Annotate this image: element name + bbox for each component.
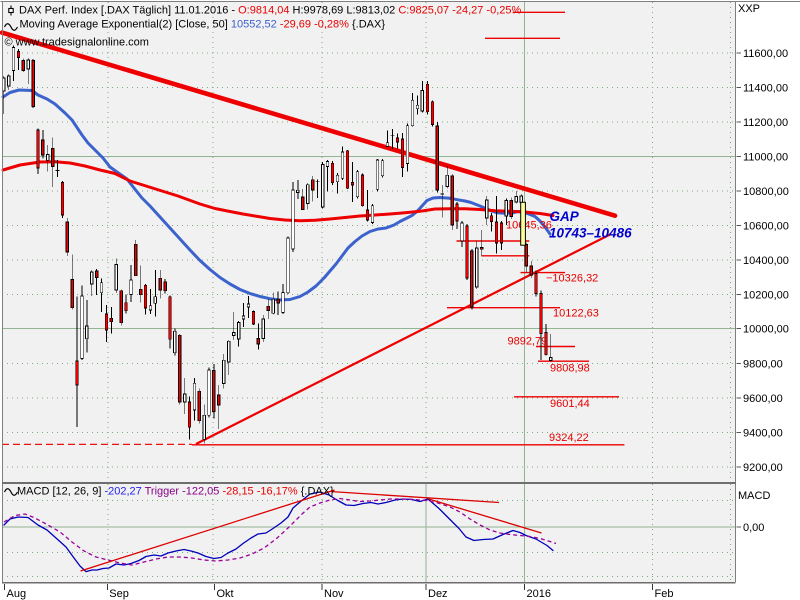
svg-text:MACD: MACD [738, 490, 770, 502]
svg-text:11600,00: 11600,00 [743, 48, 788, 60]
svg-text:10800,00: 10800,00 [743, 186, 789, 198]
svg-text:9800,00: 9800,00 [743, 358, 783, 370]
svg-text:Feb: Feb [655, 588, 674, 600]
svg-text:10122,63: 10122,63 [553, 308, 599, 320]
svg-text:11200,00: 11200,00 [743, 117, 788, 129]
svg-text:10400,00: 10400,00 [743, 255, 789, 267]
svg-text:9324,22: 9324,22 [549, 432, 589, 444]
svg-text:10600,00: 10600,00 [743, 221, 789, 233]
svg-text:11400,00: 11400,00 [743, 83, 788, 95]
svg-text:Moving Average Exponential(2): Moving Average Exponential(2) [Close, 50… [20, 18, 386, 30]
svg-text:GAP: GAP [550, 209, 580, 224]
svg-text:9200,00: 9200,00 [743, 462, 783, 474]
svg-text:9808,98: 9808,98 [550, 363, 590, 375]
svg-text:DAX Perf. Index [.DAX Täglich: DAX Perf. Index [.DAX Täglich] 11.01.201… [19, 5, 521, 17]
svg-text:XXP: XXP [738, 3, 760, 15]
svg-text:9892,79: 9892,79 [508, 336, 548, 348]
svg-text:Okt: Okt [217, 588, 234, 600]
svg-text:0,00: 0,00 [743, 522, 764, 534]
svg-text:10645,36: 10645,36 [506, 220, 552, 232]
svg-text:Nov: Nov [324, 588, 344, 600]
svg-text:Sep: Sep [109, 588, 129, 600]
svg-text:MACD [12, 26, 9] -202,27 Trigg: MACD [12, 26, 9] -202,27 Trigger -122,05… [17, 486, 334, 498]
svg-text:10200,00: 10200,00 [743, 289, 789, 301]
svg-text:10000,00: 10000,00 [743, 324, 789, 336]
svg-text:2016: 2016 [527, 588, 551, 600]
svg-text:10743–10486: 10743–10486 [549, 226, 632, 241]
svg-text:9601,44: 9601,44 [550, 398, 590, 410]
svg-text:9400,00: 9400,00 [743, 427, 783, 439]
svg-text:9600,00: 9600,00 [743, 393, 783, 405]
svg-text:Aug: Aug [7, 588, 27, 600]
svg-text:11000,00: 11000,00 [743, 152, 788, 164]
svg-text:−10326,32: −10326,32 [546, 273, 598, 285]
svg-text:Dez: Dez [428, 588, 448, 600]
svg-text:© www.tradesignalonline.com: © www.tradesignalonline.com [5, 37, 149, 49]
